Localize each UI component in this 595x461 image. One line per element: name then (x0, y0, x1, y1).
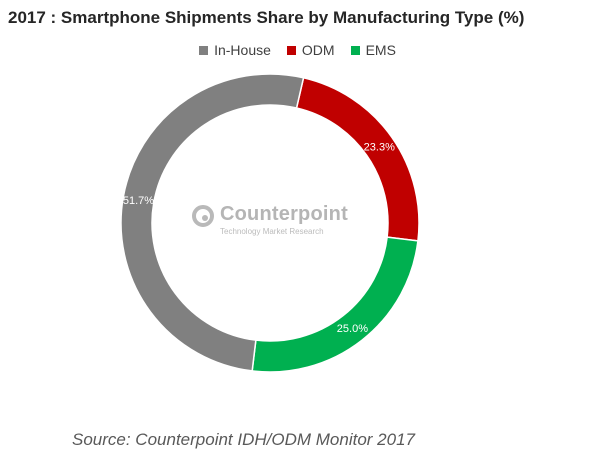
data-label-in-house: 51.7% (123, 195, 154, 207)
counterpoint-watermark: Counterpoint Technology Market Research (192, 203, 362, 243)
watermark-tagline: Technology Market Research (220, 227, 324, 236)
legend-item-odm: ODM (286, 42, 335, 58)
legend-item-in-house: In-House (199, 42, 271, 58)
data-label-odm: 23.3% (364, 141, 395, 153)
legend-label-in-house: In-House (214, 42, 271, 58)
counterpoint-logo-icon (192, 205, 214, 227)
chart-legend: In-House ODM EMS (0, 42, 595, 58)
source-note: Source: Counterpoint IDH/ODM Monitor 201… (72, 430, 415, 449)
legend-swatch-in-house (199, 45, 209, 55)
legend-swatch-odm (286, 45, 296, 55)
chart-title: 2017 : Smartphone Shipments Share by Man… (8, 8, 525, 27)
legend-swatch-ems (350, 45, 360, 55)
watermark-name: Counterpoint (220, 203, 348, 225)
legend-label-ems: EMS (365, 42, 396, 58)
legend-label-odm: ODM (301, 42, 335, 58)
donut-slice-ems (251, 236, 419, 373)
donut-slice-in-house (120, 73, 305, 372)
legend-item-ems: EMS (350, 42, 396, 58)
data-label-ems: 25.0% (337, 323, 368, 335)
